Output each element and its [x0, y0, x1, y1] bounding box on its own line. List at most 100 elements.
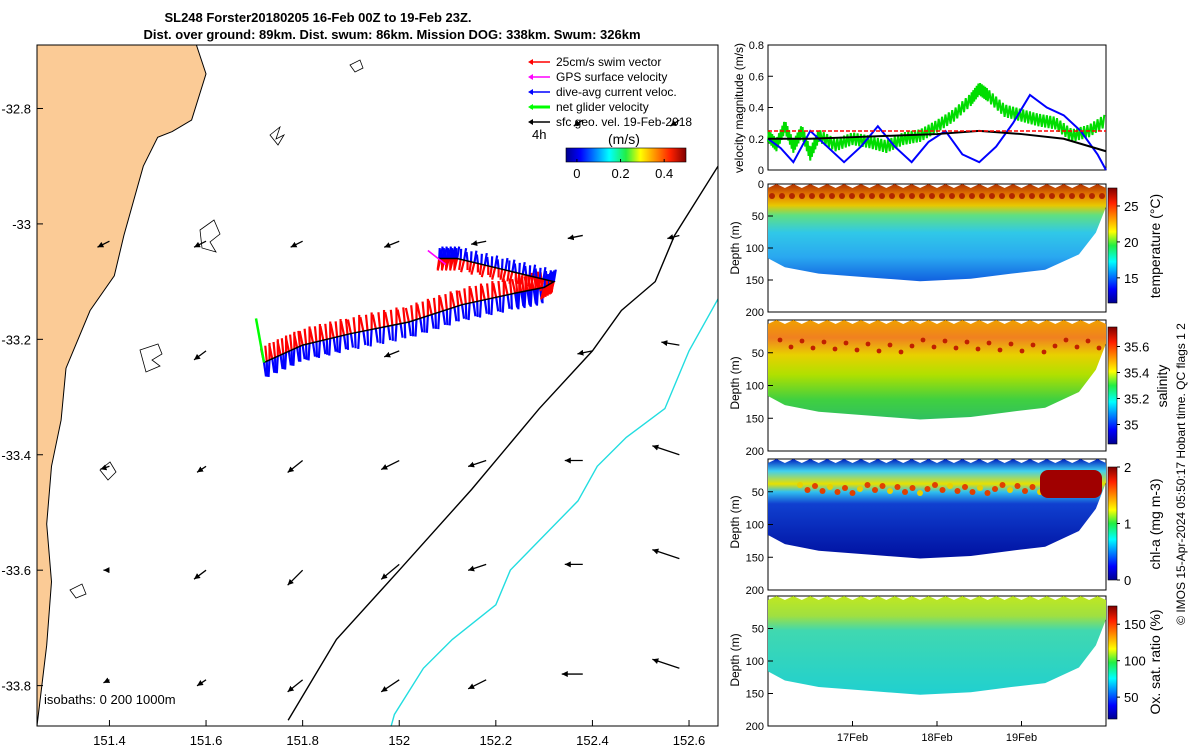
chla-sample	[969, 489, 976, 495]
temperature-sample	[1039, 193, 1045, 199]
legend-arrowhead	[528, 119, 533, 125]
chla-sample	[939, 487, 946, 493]
geo-velocity-arrow	[567, 234, 583, 241]
colorbar-tick-label: 35.2	[1124, 392, 1149, 407]
colorbar-tick-label: 25	[1124, 199, 1138, 214]
legend-arrowhead	[528, 74, 533, 80]
swim-vector	[389, 309, 394, 326]
current-vector	[391, 325, 394, 341]
oxygen-colorbar-label: Ox. sat. ratio (%)	[1147, 609, 1163, 714]
swim-vector	[329, 323, 335, 338]
map-x-tick-label: 152.6	[673, 733, 706, 748]
colorbar-unit-label: (m/s)	[608, 131, 640, 147]
swim-vector	[470, 262, 476, 275]
current-vector	[504, 257, 509, 271]
chla-sample	[1022, 488, 1028, 494]
geo-velocity-arrow	[193, 350, 207, 361]
velocity-frame	[767, 44, 1107, 171]
imos-caption: © IMOS 15-Apr-2024 05:50:17 Hobart time.…	[1174, 323, 1188, 625]
isobath-200m	[287, 165, 718, 721]
swim-vector	[293, 333, 299, 348]
current-vector	[322, 339, 327, 355]
current-vector	[325, 339, 329, 355]
current-vector	[443, 246, 448, 259]
legend-arrowhead	[528, 59, 533, 65]
chla-sample	[827, 484, 833, 490]
salinity-colorbar-label: salinity	[1154, 365, 1170, 408]
current-vector	[467, 302, 471, 321]
swim-vector	[344, 318, 349, 335]
chla-panel: 50 100 150 200 Depth (m) 0 1 2 chl-a (mg m-3)	[728, 458, 1163, 597]
current-vector	[446, 247, 450, 259]
colorbar-tick-label: 15	[1124, 271, 1138, 286]
swim-vector	[547, 280, 552, 292]
colorbar-tick-label: 150	[1124, 617, 1146, 632]
velocity-y-tick-label: 0.4	[749, 103, 764, 115]
chla-sample	[909, 485, 916, 491]
chla-sample	[849, 490, 856, 496]
salinity-sample	[843, 340, 849, 346]
swim-vector	[511, 278, 517, 294]
current-vector	[336, 336, 339, 353]
map-y-tick-label: -32.8	[1, 101, 31, 116]
chla-sample	[819, 488, 826, 494]
map-x-tick-label: 151.8	[286, 733, 319, 748]
current-vector	[465, 251, 469, 262]
current-vector	[469, 251, 473, 262]
current-vector	[353, 332, 357, 349]
salinity-sample	[788, 344, 794, 350]
legend-label: sfc geo. vel. 19-Feb-2018	[556, 115, 692, 129]
current-vector	[338, 335, 342, 354]
current-vector	[369, 329, 373, 347]
current-vector	[419, 318, 424, 333]
current-vector	[342, 335, 348, 350]
swim-vector	[352, 317, 357, 333]
geo-velocity-arrow	[193, 240, 207, 248]
geo-velocity-arrow	[196, 465, 207, 473]
current-vector	[394, 324, 398, 342]
swim-vector	[297, 330, 301, 347]
salinity-sample	[810, 345, 816, 351]
chla-sample	[932, 482, 938, 488]
salinity-sample	[1074, 344, 1080, 350]
salinity-texture	[777, 337, 1102, 355]
map-panel: 151.4 151.6 151.8 152 152.2 152.4 152.6 -32.8-…	[1, 44, 719, 748]
current-vector	[454, 247, 458, 259]
salinity-sample	[777, 337, 783, 343]
chla-sample	[812, 483, 818, 489]
current-vector	[456, 246, 461, 259]
chla-sample	[887, 488, 893, 494]
current-vector	[459, 248, 463, 260]
current-vector	[524, 265, 528, 276]
current-vector	[292, 348, 296, 366]
temperature-sample	[879, 193, 885, 199]
temperature-sample	[769, 193, 775, 199]
depth-tick-label: 50	[752, 211, 764, 223]
temperature-sample	[979, 193, 985, 199]
legend-label: net glider velocity	[556, 100, 649, 114]
temperature-sample	[959, 193, 965, 199]
swim-vector	[518, 273, 524, 287]
velocity-series-line	[767, 83, 1106, 161]
chla-colorbar-label: chl-a (mg m-3)	[1147, 478, 1163, 569]
current-vector	[464, 303, 468, 320]
temperature-sample	[779, 193, 785, 199]
temperature-sample	[829, 193, 835, 199]
map-frame	[36, 44, 719, 727]
colorbar-tick-label: 1	[1124, 517, 1131, 532]
current-vector	[513, 263, 517, 273]
isobath-1000m	[390, 298, 718, 726]
chla-sample	[1007, 487, 1013, 493]
chla-sample	[902, 489, 908, 495]
colorbar-tick-label: 20	[1124, 235, 1138, 250]
current-vector	[498, 296, 502, 312]
current-vector	[507, 260, 511, 271]
salinity-sample	[1019, 348, 1025, 354]
current-vector	[438, 247, 441, 259]
temperature-sample	[849, 193, 855, 199]
time-tick-label: 18Feb	[921, 732, 952, 744]
current-vector	[315, 341, 319, 358]
time-tick-label: 17Feb	[837, 732, 868, 744]
current-vector	[506, 294, 511, 309]
current-vector	[475, 254, 479, 264]
